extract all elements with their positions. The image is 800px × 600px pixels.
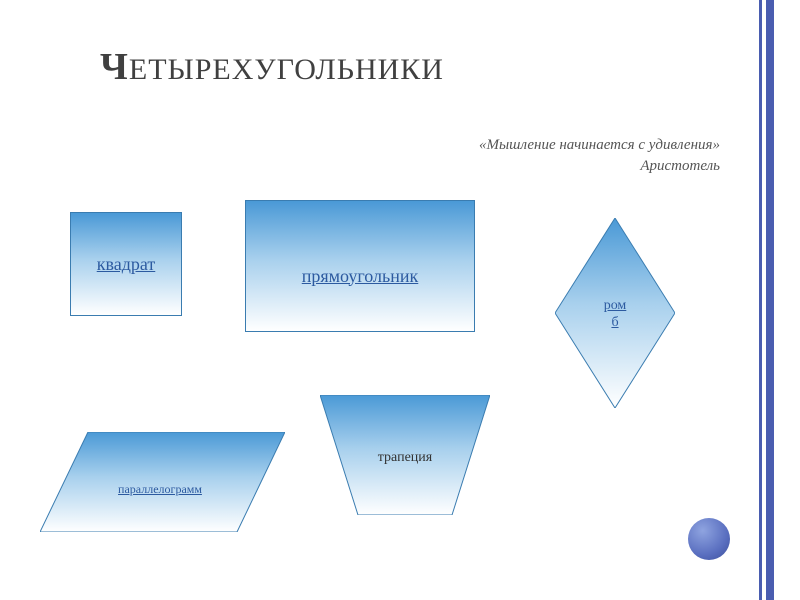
square-label: квадрат xyxy=(97,254,156,275)
quote-author: Аристотель xyxy=(479,156,720,177)
page-title: ЧЕТЫРЕХУГОЛЬНИКИ xyxy=(100,45,444,89)
decor-circle-icon xyxy=(688,518,730,560)
quote-block: «Мышление начинается с удивления» Аристо… xyxy=(479,135,720,177)
slide: ЧЕТЫРЕХУГОЛЬНИКИ «Мышление начинается с … xyxy=(0,0,800,600)
rectangle-label: прямоугольник xyxy=(302,266,419,287)
shape-parallelogram[interactable]: параллелограмм xyxy=(40,432,285,532)
quote-text: «Мышление начинается с удивления» xyxy=(479,135,720,156)
shape-rhombus[interactable]: ром б xyxy=(555,218,675,408)
shape-square[interactable]: квадрат xyxy=(70,212,182,316)
shape-trapezoid[interactable]: трапеция xyxy=(320,395,490,515)
title-rest: ЕТЫРЕХУГОЛЬНИКИ xyxy=(129,53,444,86)
parallelogram-label: параллелограмм xyxy=(80,482,240,497)
rhombus-label: ром б xyxy=(595,298,635,332)
decor-rail-inner xyxy=(759,0,762,600)
rhombus-label-line1: ром xyxy=(604,298,627,313)
trapezoid-label: трапеция xyxy=(320,450,490,466)
decor-rail-outer xyxy=(766,0,774,600)
rhombus-label-line2: б xyxy=(611,315,618,330)
title-cap: Ч xyxy=(100,46,129,88)
shape-rectangle[interactable]: прямоугольник xyxy=(245,200,475,332)
